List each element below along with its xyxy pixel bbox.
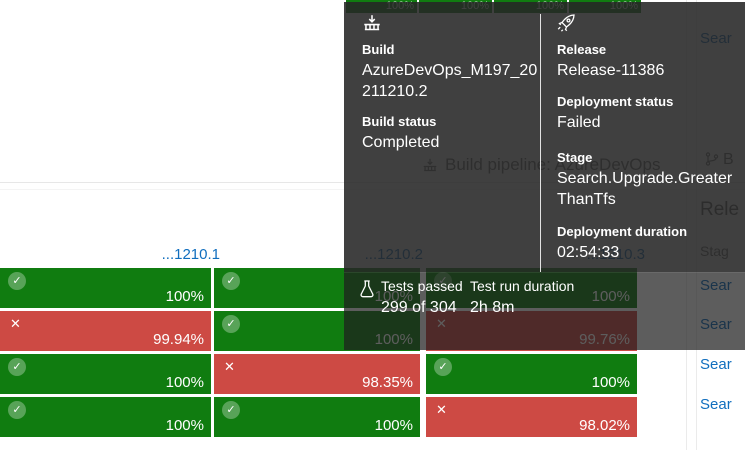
deployment-duration-label: Deployment duration (557, 224, 688, 239)
pass-percentage: 100% (374, 417, 413, 434)
test-run-duration-label: Test run duration (470, 278, 575, 294)
pass-percentage: 100% (165, 374, 204, 391)
build-status-label: Build status (362, 114, 437, 129)
matrix-cell[interactable]: 100% (0, 268, 211, 308)
matrix-cell[interactable]: 98.02% (426, 397, 637, 437)
release-label: Release (557, 42, 607, 57)
build-column-header-link[interactable]: ...1210.1 (161, 246, 220, 263)
tests-passed-value: 299 of 304 (381, 299, 457, 316)
rocket-icon (554, 11, 578, 35)
status-icon (8, 272, 26, 290)
build-icon (361, 13, 383, 35)
release-number-value: Release-11386 (557, 62, 665, 79)
matrix-cell[interactable]: 100% (214, 397, 420, 437)
status-icon (222, 315, 240, 333)
cell-details-tooltip: Build AzureDevOps_M197_20211210.2 Build … (344, 2, 745, 350)
status-icon (224, 359, 235, 375)
status-icon (222, 401, 240, 419)
build-status-value: Completed (362, 134, 440, 151)
tooltip-tests-section: Tests passed 299 of 304 Test run duratio… (344, 272, 745, 350)
pass-percentage: 99.94% (153, 331, 204, 348)
pass-percentage: 100% (165, 288, 204, 305)
matrix-cell[interactable]: 98.35% (214, 354, 420, 394)
build-number-value: AzureDevOps_M197_20211210.2 (362, 62, 538, 100)
pass-percentage: 100% (165, 417, 204, 434)
stage-link[interactable]: Sear (700, 396, 732, 413)
stage-label: Stage (557, 150, 593, 165)
pass-percentage: 98.35% (362, 374, 413, 391)
matrix-cell[interactable]: 99.94% (0, 311, 211, 351)
matrix-cell[interactable]: 100% (0, 354, 211, 394)
deployment-status-label: Deployment status (557, 94, 674, 109)
flask-icon (359, 279, 375, 299)
stage-value: Search.Upgrade.GreaterThanTfs (557, 170, 733, 208)
tooltip-column-divider (540, 14, 541, 272)
status-icon (436, 402, 447, 418)
pass-percentage: 98.02% (579, 417, 630, 434)
tests-passed-label: Tests passed (381, 278, 463, 294)
status-icon (8, 401, 26, 419)
status-icon (8, 358, 26, 376)
status-icon (10, 316, 21, 332)
test-run-duration-value: 2h 8m (470, 299, 515, 316)
matrix-cell[interactable]: 100% (0, 397, 211, 437)
pass-percentage: 100% (591, 374, 630, 391)
status-icon (222, 272, 240, 290)
tooltip-main-section: Build AzureDevOps_M197_20211210.2 Build … (344, 2, 745, 272)
deployment-duration-value: 02:54:33 (557, 244, 620, 261)
matrix-cell[interactable]: 100% (426, 354, 637, 394)
build-label: Build (362, 42, 395, 57)
deployment-status-value: Failed (557, 114, 601, 131)
status-icon (434, 358, 452, 376)
stage-link[interactable]: Sear (700, 356, 732, 373)
